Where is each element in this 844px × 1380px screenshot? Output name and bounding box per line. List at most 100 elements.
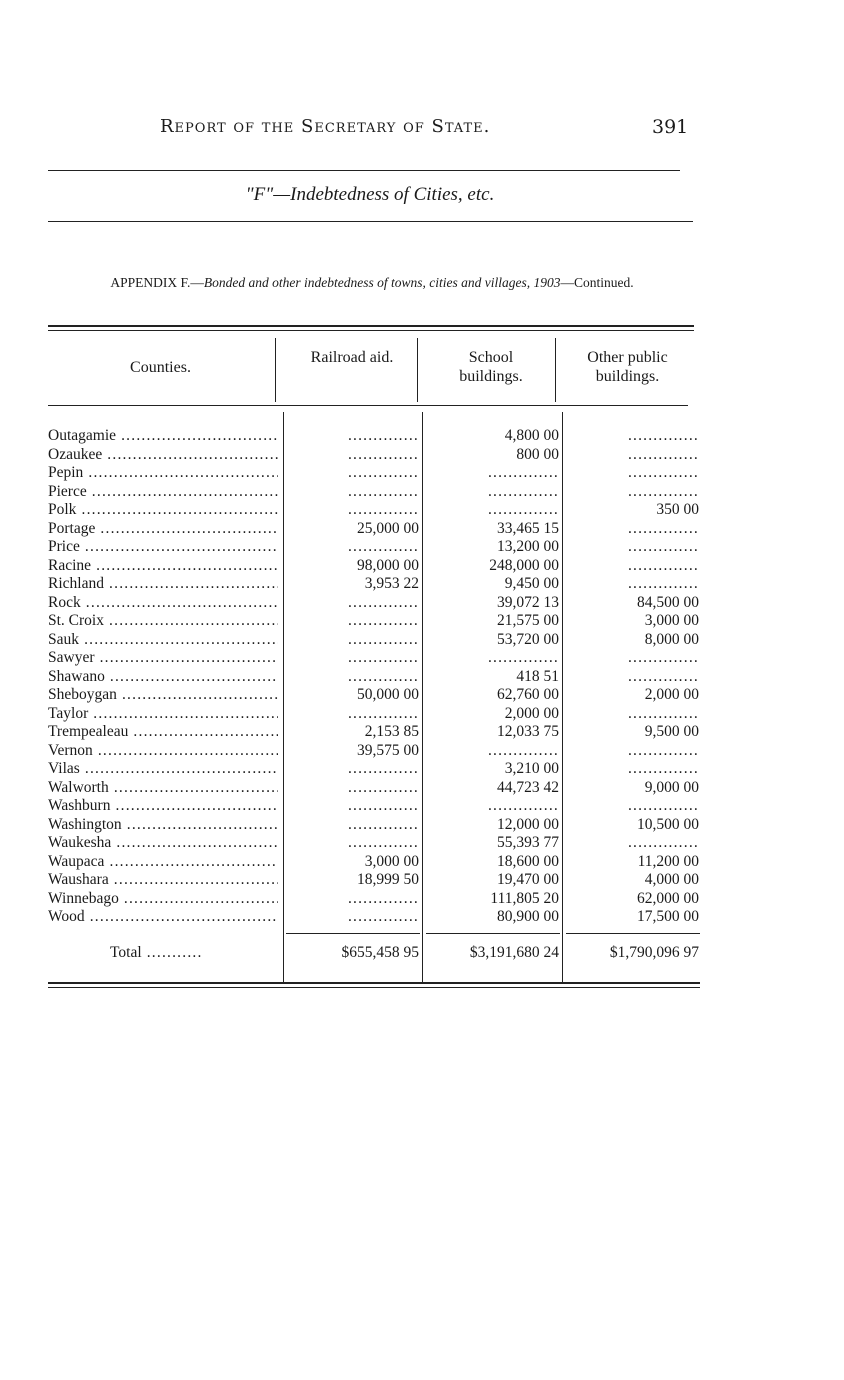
divider <box>48 221 693 222</box>
divider <box>48 170 680 171</box>
empty-cell-leader: .............. <box>347 630 419 648</box>
table-row: Waupaca ................................… <box>48 853 700 872</box>
empty-cell-leader: .............. <box>627 519 699 537</box>
amount-cell: 3,953 22 <box>364 575 419 592</box>
empty-cell-leader: .............. <box>487 649 559 666</box>
empty-cell-leader: .............. <box>347 482 419 500</box>
page-number: 391 <box>652 116 689 138</box>
county-name: Ozaukee ................................… <box>48 445 278 463</box>
table-row: Portage ................................… <box>48 520 700 539</box>
amount-cell: 350 00 <box>656 501 699 518</box>
table-row: Racine .................................… <box>48 557 700 576</box>
amount-cell: 2,000 00 <box>644 686 699 703</box>
amount-cell: 44,723 42 <box>497 778 559 796</box>
caption-italic: Bonded and other indebtedness of towns, … <box>203 275 561 290</box>
empty-cell-leader: .............. <box>347 612 419 629</box>
empty-cell-leader: .............. <box>627 834 699 851</box>
table-row: Winnebago ..............................… <box>48 890 700 909</box>
empty-cell-leader: .............. <box>627 445 699 463</box>
table-row: St. Croix ..............................… <box>48 612 700 631</box>
table-bottom-rule <box>48 982 700 984</box>
county-name: Rock ...................................… <box>48 593 278 611</box>
amount-cell: 3,000 00 <box>644 612 699 629</box>
empty-cell-leader: .............. <box>627 482 699 500</box>
amount-cell: 25,000 00 <box>357 519 419 537</box>
empty-cell-leader: .............. <box>347 889 419 907</box>
amount-cell: 248,000 00 <box>489 556 559 574</box>
county-name: Shawano ................................… <box>48 667 278 685</box>
amount-cell: 98,000 00 <box>357 556 419 574</box>
county-label: Taylor <box>48 704 89 722</box>
table-row: Rock ...................................… <box>48 594 700 613</box>
empty-cell-leader: .............. <box>347 704 419 722</box>
amount-cell: 4,800 00 <box>504 427 559 444</box>
county-label: Rock <box>48 593 81 611</box>
total-rule <box>286 933 420 934</box>
table-row: Pepin ..................................… <box>48 464 700 483</box>
empty-cell-leader: .............. <box>627 538 699 555</box>
total-other: $1,790,096 97 <box>609 944 699 961</box>
county-label: Vilas <box>48 760 80 777</box>
empty-cell-leader: .............. <box>487 797 559 814</box>
county-name: Pierce .................................… <box>48 482 278 500</box>
empty-cell-leader: .............. <box>347 778 419 796</box>
empty-cell-leader: .............. <box>627 575 699 592</box>
table-caption: APPENDIX F.—Bonded and other indebtednes… <box>48 274 696 291</box>
empty-cell-leader: .............. <box>347 797 419 814</box>
total-railroad: $655,458 95 <box>341 944 420 961</box>
county-label: Waupaca <box>48 852 105 870</box>
empty-cell-leader: .............. <box>487 741 559 759</box>
amount-cell: 9,000 00 <box>644 778 699 796</box>
county-label: Sawyer <box>48 649 95 666</box>
amount-cell: 19,470 00 <box>497 871 559 888</box>
county-label: Pierce <box>48 482 87 500</box>
table-row: Richland ...............................… <box>48 575 700 594</box>
county-name: Trempealeau ............................… <box>48 723 278 740</box>
table-row: Polk ...................................… <box>48 501 700 520</box>
county-label: Portage <box>48 519 96 537</box>
amount-cell: 8,000 00 <box>644 630 699 648</box>
caption-tail: —Continued. <box>560 275 634 290</box>
amount-cell: 13,200 00 <box>497 538 559 555</box>
amount-cell: 800 00 <box>516 445 559 463</box>
amount-cell: 9,450 00 <box>504 575 559 592</box>
county-name: Racine .................................… <box>48 556 278 574</box>
table-top-rule <box>48 325 694 327</box>
empty-cell-leader: .............. <box>347 649 419 666</box>
amount-cell: 80,900 00 <box>497 908 559 925</box>
county-label: Waukesha <box>48 834 112 851</box>
amount-cell: 50,000 00 <box>357 686 419 703</box>
header-divider <box>275 338 276 402</box>
amount-cell: 2,000 00 <box>504 704 559 722</box>
table-row: Trempealeau ............................… <box>48 723 700 742</box>
county-name: Sauk ...................................… <box>48 630 278 648</box>
header-divider <box>555 338 556 402</box>
amount-cell: 62,000 00 <box>637 889 699 907</box>
table-row: Ozaukee ................................… <box>48 446 700 465</box>
empty-cell-leader: .............. <box>627 704 699 722</box>
county-name: Waushara ...............................… <box>48 871 278 888</box>
empty-cell-leader: .............. <box>347 501 419 518</box>
amount-cell: 17,500 00 <box>637 908 699 925</box>
county-label: Pepin <box>48 464 84 481</box>
table-row: Wood ...................................… <box>48 908 700 927</box>
amount-cell: 21,575 00 <box>497 612 559 629</box>
amount-cell: 2,153 85 <box>364 723 419 740</box>
empty-cell-leader: .............. <box>627 667 699 685</box>
county-label: Price <box>48 538 80 555</box>
column-header-other: Other public buildings. <box>587 349 668 385</box>
county-label: Richland <box>48 575 104 592</box>
county-name: Polk ...................................… <box>48 501 278 518</box>
county-label: St. Croix <box>48 612 104 629</box>
table-row: Pierce .................................… <box>48 483 700 502</box>
county-label: Outagamie <box>48 427 117 444</box>
county-name: Washington .............................… <box>48 815 278 833</box>
amount-cell: 84,500 00 <box>637 593 699 611</box>
table-row: Walworth ...............................… <box>48 779 700 798</box>
county-label: Polk <box>48 501 77 518</box>
county-label: Racine <box>48 556 92 574</box>
column-divider <box>562 412 563 982</box>
empty-cell-leader: .............. <box>627 464 699 481</box>
amount-cell: 33,465 15 <box>497 519 559 537</box>
amount-cell: 111,805 20 <box>490 889 559 907</box>
